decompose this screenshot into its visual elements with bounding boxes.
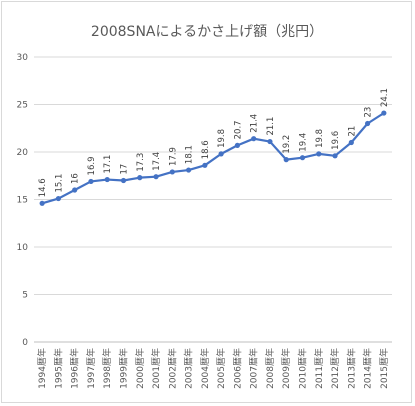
data-point [348,139,354,146]
data-point [218,151,224,157]
data-label: 20.7 [233,120,243,139]
data-point [234,142,241,148]
data-point [153,174,159,180]
x-tick-label: 2005暦年 [215,348,227,389]
chart-title: 2008SNAによるかさ上げ額（兆円） [91,24,323,40]
data-point [88,178,94,185]
data-label: 18.1 [185,145,195,164]
data-label: 24.1 [380,88,390,107]
series-layer [39,110,387,206]
x-tick-label: 2000暦年 [134,348,146,389]
data-point [364,120,371,127]
y-tick-label: 5 [22,291,28,301]
x-tick-label: 2007暦年 [248,348,260,389]
y-tick-label: 0 [22,338,28,348]
x-tick-label: 2003暦年 [183,348,195,389]
data-label: 15.1 [54,174,64,193]
data-label: 17.3 [136,153,146,172]
data-label: 23 [364,107,374,118]
data-label: 17.9 [168,147,178,166]
data-label: 14.6 [38,178,48,197]
data-label: 17.4 [152,152,162,171]
data-point [251,136,257,142]
x-tick-label: 2014暦年 [362,348,374,389]
data-label: 16 [71,173,81,184]
x-tick-label: 1994暦年 [36,348,48,389]
data-label: 17 [120,164,130,175]
x-tick-label: 2011暦年 [313,348,325,389]
data-point [332,153,338,159]
data-point [137,175,143,181]
data-point [55,195,62,202]
y-axis-ticks: 0 5 10 15 20 25 30 [17,53,29,348]
x-tick-label: 2002暦年 [166,348,178,389]
data-label: 19.2 [282,135,292,154]
data-point [267,138,273,145]
data-point [316,151,322,157]
y-tick-label: 15 [17,196,28,206]
data-label: 21.1 [266,117,276,136]
y-tick-label: 30 [17,53,29,63]
data-point [283,157,289,163]
x-axis-ticks: 1994暦年 1995暦年 1996暦年 1997暦年 1998暦年 1999暦年 2000… [36,348,390,389]
data-point [39,200,45,206]
data-point [185,167,192,173]
data-point [381,110,387,116]
data-point [299,155,306,161]
data-label: 19.6 [331,131,341,150]
x-tick-label: 2008暦年 [264,348,276,389]
data-label: 19.8 [217,129,227,148]
data-label: 21.4 [250,114,260,133]
x-tick-label: 1998暦年 [101,348,113,389]
x-tick-label: 1996暦年 [69,348,81,389]
gridlines [34,56,392,343]
x-tick-label: 2015暦年 [378,348,390,389]
data-point [104,176,110,183]
x-tick-label: 2001暦年 [150,348,162,389]
data-label: 18.6 [201,140,211,159]
data-label: 21 [347,126,357,137]
data-point [120,177,127,184]
x-tick-label: 2010暦年 [297,348,309,389]
series-line [41,112,385,205]
x-tick-label: 2012暦年 [329,348,341,389]
x-tick-label: 2004暦年 [199,348,211,389]
x-tick-label: 2013暦年 [345,348,357,389]
data-label: 19.8 [315,129,325,148]
x-tick-label: 2006暦年 [231,348,243,389]
x-tick-label: 2009暦年 [280,348,292,389]
data-labels: 14.6 15.1 16 16.9 17.1 17 17.3 17.4 17.9 18.1 18.6… [38,88,390,197]
data-point [202,162,208,168]
y-tick-label: 25 [17,101,28,111]
data-label: 17.1 [103,155,113,174]
y-tick-label: 20 [17,148,29,158]
y-tick-label: 10 [17,243,29,253]
x-tick-label: 1999暦年 [118,348,130,389]
x-tick-label: 1997暦年 [85,348,97,389]
x-tick-label: 1995暦年 [52,348,64,389]
data-label: 19.4 [299,133,309,152]
data-label: 16.9 [87,157,97,176]
data-point [72,187,78,193]
data-point [169,169,175,175]
